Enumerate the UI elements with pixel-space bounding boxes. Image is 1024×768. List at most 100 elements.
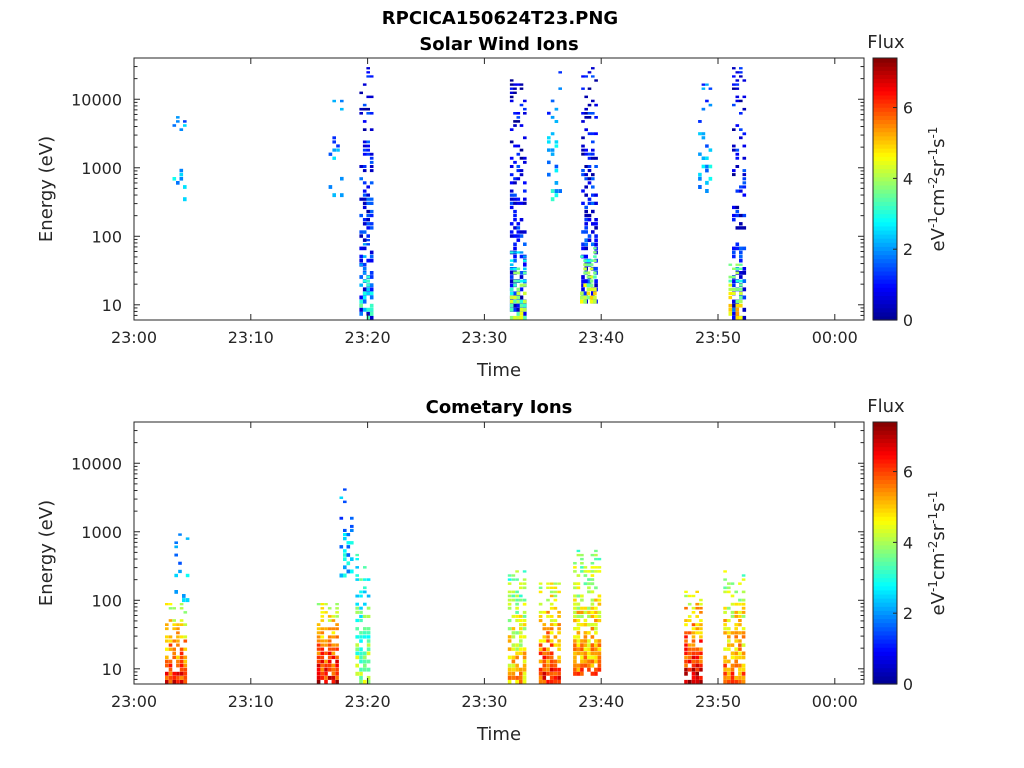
flux-cell	[509, 299, 514, 304]
flux-cell	[581, 201, 585, 205]
flux-cell	[546, 635, 550, 639]
flux-cell	[366, 627, 371, 631]
flux-cell	[515, 675, 519, 680]
colorbar-step	[873, 176, 897, 182]
flux-cell	[691, 655, 696, 660]
flux-cell	[583, 267, 587, 271]
flux-cell	[172, 679, 176, 684]
colorbar-label: eV-1cm-2sr-1s-1	[926, 491, 949, 616]
flux-cell	[553, 582, 558, 585]
flux-cell	[547, 136, 551, 140]
flux-cell	[590, 570, 595, 573]
colorbar-tick-label: 6	[903, 463, 913, 482]
flux-cell	[523, 156, 527, 160]
colorbar-tick-label: 6	[903, 99, 913, 118]
flux-cell	[738, 643, 742, 647]
flux-cell	[350, 557, 354, 561]
flux-cell	[523, 230, 527, 234]
flux-cell	[542, 647, 547, 651]
flux-cell	[581, 120, 585, 123]
flux-cell	[339, 496, 344, 499]
flux-cell	[366, 197, 370, 201]
flux-cell	[172, 619, 176, 622]
flux-cell	[547, 111, 551, 115]
flux-cell	[699, 663, 703, 668]
flux-cell	[587, 606, 591, 610]
flux-cell	[516, 112, 521, 115]
flux-cell	[708, 176, 713, 181]
flux-cell	[580, 295, 584, 300]
flux-cell	[553, 590, 558, 594]
colorbar-step	[873, 258, 897, 264]
flux-cell	[183, 647, 188, 651]
colorbar-step	[873, 274, 897, 280]
flux-cell	[362, 299, 367, 304]
flux-cell	[538, 639, 543, 643]
flux-cell	[538, 602, 543, 606]
flux-cell	[515, 602, 519, 606]
flux-cell	[739, 271, 743, 275]
flux-cell	[522, 647, 527, 651]
flux-cell	[723, 679, 727, 684]
flux-cell	[684, 647, 688, 651]
colorbar-step	[873, 561, 897, 566]
flux-cell	[359, 263, 363, 267]
flux-cell	[739, 275, 743, 279]
flux-cell	[369, 160, 374, 164]
flux-cell	[691, 635, 696, 639]
flux-cell	[557, 623, 561, 627]
flux-cell	[584, 177, 588, 181]
flux-cell	[738, 639, 742, 643]
flux-cell	[346, 553, 351, 557]
flux-cell	[684, 631, 688, 635]
flux-cell	[587, 643, 591, 647]
flux-cell	[519, 311, 524, 316]
flux-cell	[316, 655, 321, 660]
flux-cell	[591, 173, 595, 177]
flux-cell	[589, 263, 594, 267]
flux-cell	[350, 569, 354, 574]
flux-cell	[581, 144, 585, 148]
flux-cell	[359, 679, 363, 684]
flux-cell	[590, 590, 595, 594]
flux-cell	[587, 647, 591, 651]
colorbar-step	[873, 103, 897, 108]
flux-cell	[741, 602, 746, 606]
flux-cell	[509, 283, 514, 288]
flux-cell	[597, 566, 602, 569]
flux-cell	[327, 635, 332, 639]
flux-cell	[513, 251, 517, 254]
flux-cell	[594, 549, 598, 553]
flux-cell	[179, 671, 184, 676]
flux-cell	[339, 573, 344, 578]
flux-cell	[695, 659, 699, 664]
flux-cell	[723, 610, 727, 614]
flux-cell	[176, 627, 180, 631]
flux-cell	[522, 675, 527, 680]
flux-cell	[516, 251, 521, 254]
flux-cell	[586, 291, 591, 296]
flux-cell	[546, 655, 550, 660]
flux-cell	[687, 679, 692, 684]
flux-cell	[327, 615, 332, 618]
flux-cell	[590, 602, 595, 606]
flux-cell	[522, 627, 527, 631]
flux-cell	[511, 594, 516, 598]
flux-cell	[320, 675, 325, 680]
flux-cell	[594, 218, 598, 222]
colorbar-step	[873, 479, 897, 484]
flux-cell	[594, 671, 598, 676]
flux-cell	[324, 651, 328, 655]
flux-cell	[179, 655, 184, 660]
flux-cell	[362, 165, 367, 168]
x-tick-label: 00:00	[812, 692, 858, 711]
flux-cell	[522, 623, 527, 627]
flux-cell	[590, 623, 595, 627]
flux-cell	[355, 602, 359, 606]
flux-cell	[515, 667, 519, 672]
flux-cell	[359, 230, 363, 234]
flux-cell	[554, 164, 559, 169]
flux-cell	[355, 647, 359, 651]
flux-cell	[594, 667, 598, 672]
flux-cell	[735, 79, 740, 82]
